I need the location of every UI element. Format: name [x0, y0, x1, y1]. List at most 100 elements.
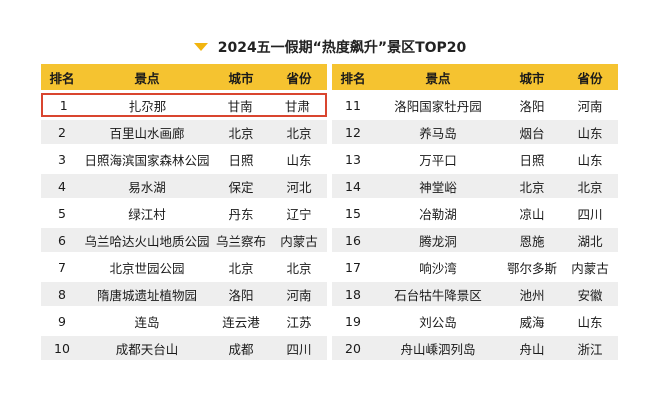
- spot-cell: 万平口: [419, 152, 457, 168]
- spot-cell: 石台牯牛降景区: [394, 287, 482, 303]
- province-cell: 北京: [286, 260, 312, 276]
- city-cell: 凉山: [519, 206, 545, 222]
- spot-cell: 连岛: [134, 314, 160, 330]
- city-cell: 保定: [228, 179, 254, 195]
- header-rank: 排名: [340, 70, 366, 86]
- city-cell: 恩施: [519, 233, 545, 249]
- city-cell: 鄂尔多斯: [506, 260, 557, 276]
- spot-cell: 隋唐城遗址植物园: [96, 287, 197, 303]
- rank-cell: 5: [58, 205, 66, 221]
- province-cell: 北京: [286, 125, 312, 141]
- city-cell: 甘南: [227, 98, 253, 114]
- city-cell: 成都: [228, 341, 254, 357]
- table-row: 6 乌兰哈达火山地质公园 乌兰察布 内蒙古: [41, 228, 327, 252]
- table-row: 1 扎尕那 甘南 甘肃: [41, 93, 327, 117]
- city-cell: 丹东: [228, 206, 254, 222]
- province-cell: 安徽: [577, 287, 603, 303]
- table-row: 13 万平口 日照 山东: [332, 147, 618, 171]
- table-row: 16 腾龙洞 恩施 湖北: [332, 228, 618, 252]
- table-row: 3 日照海滨国家森林公园 日照 山东: [41, 147, 327, 171]
- province-cell: 四川: [286, 341, 312, 357]
- province-cell: 湖北: [577, 233, 603, 249]
- city-cell: 威海: [519, 314, 545, 330]
- rank-cell: 12: [345, 124, 361, 140]
- table-header: 排名 景点 城市 省份: [41, 64, 327, 90]
- table-row: 5 绿江村 丹东 辽宁: [41, 201, 327, 225]
- spot-cell: 易水湖: [128, 179, 166, 195]
- table-row: 19 刘公岛 威海 山东: [332, 309, 618, 333]
- rank-cell: 18: [345, 286, 361, 302]
- header-city: 城市: [519, 70, 545, 86]
- province-cell: 河南: [577, 98, 603, 114]
- spot-cell: 扎尕那: [128, 98, 167, 114]
- rank-cell: 9: [58, 313, 66, 329]
- province-cell: 江苏: [286, 314, 312, 330]
- city-cell: 烟台: [519, 125, 545, 141]
- province-cell: 山东: [286, 152, 312, 168]
- header-rank: 排名: [49, 70, 75, 86]
- spot-cell: 养马岛: [419, 125, 457, 141]
- province-cell: 内蒙古: [571, 260, 609, 276]
- triangle-down-icon: [193, 43, 208, 51]
- header-province: 省份: [286, 70, 312, 86]
- rank-cell: 20: [345, 340, 361, 356]
- header-spot: 景点: [425, 70, 451, 86]
- city-cell: 连云港: [222, 314, 260, 330]
- province-cell: 山东: [577, 125, 603, 141]
- province-cell: 河南: [286, 287, 312, 303]
- city-cell: 北京: [228, 260, 254, 276]
- rank-cell: 19: [345, 313, 361, 329]
- province-cell: 河北: [286, 179, 312, 195]
- table-row: 10 成都天台山 成都 四川: [41, 336, 327, 360]
- rank-cell: 15: [345, 205, 361, 221]
- rank-cell: 14: [345, 178, 361, 194]
- city-cell: 舟山: [519, 341, 545, 357]
- rank-cell: 11: [345, 97, 361, 113]
- table-row: 4 易水湖 保定 河北: [41, 174, 327, 198]
- rank-cell: 4: [58, 178, 66, 194]
- rank-cell: 8: [58, 286, 66, 302]
- table-row: 9 连岛 连云港 江苏: [41, 309, 327, 333]
- rank-cell: 2: [58, 124, 66, 140]
- spot-cell: 成都天台山: [115, 341, 179, 357]
- rank-cell: 1: [59, 97, 68, 113]
- city-cell: 洛阳: [228, 287, 254, 303]
- city-cell: 洛阳: [519, 98, 545, 114]
- rank-cell: 6: [58, 232, 66, 248]
- province-cell: 北京: [577, 179, 603, 195]
- spot-cell: 刘公岛: [419, 314, 457, 330]
- spot-cell: 乌兰哈达火山地质公园: [84, 233, 210, 249]
- city-cell: 乌兰察布: [215, 233, 266, 249]
- province-cell: 甘肃: [284, 98, 310, 114]
- spot-cell: 腾龙洞: [419, 233, 457, 249]
- table-row: 15 冶勒湖 凉山 四川: [332, 201, 618, 225]
- province-cell: 内蒙古: [280, 233, 318, 249]
- city-cell: 池州: [519, 287, 545, 303]
- rank-cell: 10: [54, 340, 70, 356]
- table-row: 14 神堂峪 北京 北京: [332, 174, 618, 198]
- city-cell: 日照: [228, 152, 254, 168]
- city-cell: 北京: [519, 179, 545, 195]
- province-cell: 山东: [577, 152, 603, 168]
- spot-cell: 洛阳国家牡丹园: [394, 98, 482, 114]
- spot-cell: 北京世园公园: [109, 260, 185, 276]
- table-row: 2 百里山水画廊 北京 北京: [41, 120, 327, 144]
- rank-cell: 16: [345, 232, 361, 248]
- province-cell: 四川: [577, 206, 603, 222]
- rank-cell: 17: [345, 259, 361, 275]
- table-row: 7 北京世园公园 北京 北京: [41, 255, 327, 279]
- page-title: 2024五一假期“热度飙升”景区TOP20: [217, 40, 467, 56]
- table-row: 12 养马岛 烟台 山东: [332, 120, 618, 144]
- province-cell: 辽宁: [286, 206, 312, 222]
- spot-cell: 日照海滨国家森林公园: [84, 152, 210, 168]
- spot-cell: 响沙湾: [419, 260, 457, 276]
- header-city: 城市: [228, 70, 254, 86]
- table-header: 排名 景点 城市 省份: [332, 64, 618, 90]
- spot-cell: 绿江村: [128, 206, 166, 222]
- table-row: 11 洛阳国家牡丹园 洛阳 河南: [332, 93, 618, 117]
- spot-cell: 舟山嵊泗列岛: [400, 341, 476, 357]
- rank-cell: 13: [345, 151, 361, 167]
- province-cell: 山东: [577, 314, 603, 330]
- header-spot: 景点: [134, 70, 160, 86]
- table-row: 20 舟山嵊泗列岛 舟山 浙江: [332, 336, 618, 360]
